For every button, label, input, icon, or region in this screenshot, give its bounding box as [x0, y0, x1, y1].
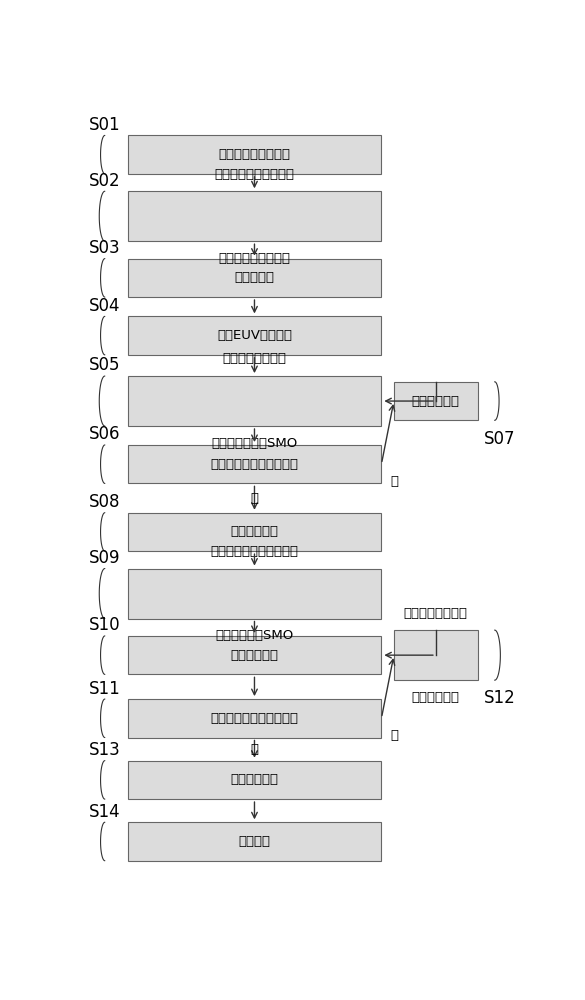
FancyBboxPatch shape: [128, 135, 381, 174]
FancyBboxPatch shape: [128, 761, 381, 799]
Text: S09: S09: [89, 549, 121, 567]
Text: S05: S05: [89, 356, 121, 374]
FancyBboxPatch shape: [128, 569, 381, 619]
FancyBboxPatch shape: [128, 191, 381, 241]
FancyBboxPatch shape: [128, 376, 381, 426]
Text: S14: S14: [89, 803, 121, 821]
Text: S11: S11: [89, 680, 121, 698]
Text: 否: 否: [391, 475, 398, 488]
Text: S13: S13: [89, 741, 121, 759]
Text: S08: S08: [89, 493, 121, 511]
FancyBboxPatch shape: [128, 636, 381, 674]
Text: 调整工艺参数: 调整工艺参数: [412, 395, 460, 408]
Text: 否: 否: [391, 729, 398, 742]
Text: 补偿阴影效应: 补偿阴影效应: [230, 773, 278, 786]
Text: 是: 是: [250, 743, 259, 756]
Text: 确定吸收层厚度范围及步: 确定吸收层厚度范围及步: [211, 545, 298, 558]
Text: 输入初始光源和掩模: 输入初始光源和掩模: [218, 148, 291, 161]
Text: 评估优化结果: 评估优化结果: [230, 649, 278, 662]
Text: 计算杂散光: 计算杂散光: [235, 271, 274, 284]
FancyBboxPatch shape: [128, 259, 381, 297]
Text: S02: S02: [89, 172, 121, 190]
Text: 固定吸收层厚度，: 固定吸收层厚度，: [222, 352, 287, 365]
Text: S01: S01: [89, 116, 121, 134]
FancyBboxPatch shape: [128, 316, 381, 355]
Text: 对设计图形进行检测，: 对设计图形进行检测，: [215, 168, 294, 181]
Text: S12: S12: [483, 689, 515, 707]
FancyBboxPatch shape: [394, 630, 478, 680]
FancyBboxPatch shape: [128, 445, 381, 483]
Text: 长，分别进行SMO: 长，分别进行SMO: [215, 629, 294, 642]
Text: S10: S10: [89, 616, 121, 634]
FancyBboxPatch shape: [128, 699, 381, 738]
FancyBboxPatch shape: [128, 513, 381, 551]
Text: S03: S03: [89, 239, 121, 257]
Text: 设计规则、光源、: 设计规则、光源、: [404, 607, 468, 620]
Text: S04: S04: [89, 297, 121, 315]
Text: 计算EUV成像模型: 计算EUV成像模型: [217, 329, 292, 342]
Text: 结果满足第二工艺条件？: 结果满足第二工艺条件？: [211, 712, 298, 725]
Text: 对选定区域进行SMO: 对选定区域进行SMO: [211, 437, 298, 450]
Text: 结果满足第一工艺条件？: 结果满足第一工艺条件？: [211, 458, 298, 471]
Text: 掩模协同优化: 掩模协同优化: [412, 691, 460, 704]
FancyBboxPatch shape: [128, 822, 381, 861]
Text: 选择参与优化的区域: 选择参与优化的区域: [218, 252, 291, 265]
Text: 是: 是: [250, 492, 259, 505]
Text: 输出结果: 输出结果: [239, 835, 270, 848]
Text: 固定工艺参数: 固定工艺参数: [230, 525, 278, 538]
Text: S07: S07: [484, 430, 515, 448]
Text: S06: S06: [89, 425, 121, 443]
FancyBboxPatch shape: [394, 382, 478, 420]
